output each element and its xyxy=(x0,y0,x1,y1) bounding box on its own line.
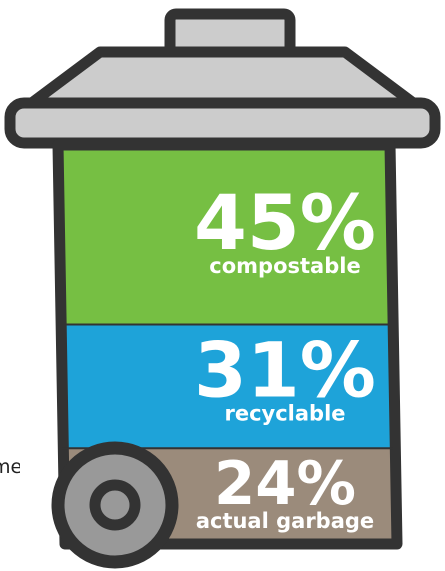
segment-percent-label: 31% xyxy=(194,325,376,414)
bin-body-outline xyxy=(52,139,403,550)
segment-percent-label: 45% xyxy=(194,178,376,267)
segment-category-label: recyclable xyxy=(224,401,345,425)
cut-off-edge-text: me xyxy=(0,456,20,478)
segment-category-label: compostable xyxy=(209,254,360,278)
wheel-icon xyxy=(51,441,179,569)
segment-percent-label: 24% xyxy=(214,450,356,519)
segment-compostable xyxy=(58,145,397,325)
segment-category-label: actual garbage xyxy=(196,509,374,533)
lid-rim xyxy=(4,97,441,149)
segment-recyclable xyxy=(58,324,397,449)
